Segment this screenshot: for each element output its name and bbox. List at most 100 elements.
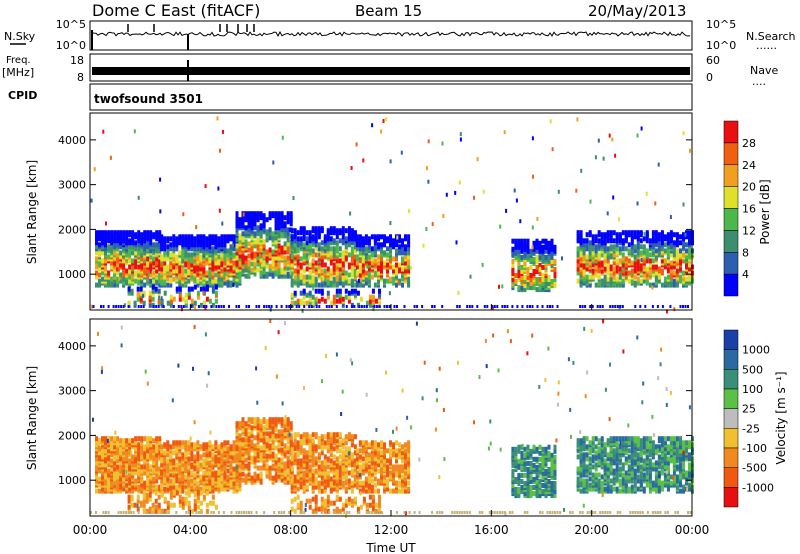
data-cell bbox=[280, 267, 284, 273]
ground-cell bbox=[157, 305, 160, 308]
scatter-cell bbox=[222, 129, 224, 134]
data-cell bbox=[113, 480, 117, 486]
data-cell bbox=[184, 238, 188, 244]
data-cell bbox=[271, 249, 275, 255]
scatter-cell bbox=[427, 179, 430, 184]
data-cell bbox=[373, 258, 377, 264]
data-cell bbox=[332, 486, 336, 492]
data-cell bbox=[163, 486, 167, 492]
data-cell bbox=[116, 474, 120, 480]
ground-cell bbox=[421, 305, 424, 308]
data-cell bbox=[116, 454, 120, 460]
data-cell bbox=[290, 300, 294, 306]
data-cell bbox=[591, 262, 595, 268]
data-cell bbox=[286, 455, 290, 461]
data-cell bbox=[140, 446, 144, 452]
data-cell bbox=[160, 462, 164, 468]
data-cell bbox=[520, 275, 524, 280]
scatter-cell bbox=[643, 231, 646, 236]
scatter-cell bbox=[602, 156, 605, 161]
data-cell bbox=[277, 441, 281, 447]
data-cell bbox=[398, 234, 401, 240]
data-cell bbox=[679, 274, 682, 280]
data-cell bbox=[175, 258, 179, 264]
data-cell bbox=[101, 486, 104, 492]
data-cell bbox=[612, 238, 616, 244]
data-cell bbox=[283, 273, 287, 279]
data-cell bbox=[389, 258, 392, 264]
data-cell bbox=[302, 254, 306, 260]
data-cell bbox=[344, 466, 348, 472]
ground-cell bbox=[456, 305, 459, 308]
data-cell bbox=[633, 254, 637, 260]
data-cell bbox=[244, 427, 248, 433]
data-cell bbox=[401, 266, 404, 272]
data-cell bbox=[594, 248, 598, 254]
data-cell bbox=[329, 476, 333, 482]
data-cell bbox=[541, 258, 545, 264]
data-cell bbox=[175, 254, 179, 260]
data-cell bbox=[338, 246, 342, 252]
data-cell bbox=[332, 252, 336, 258]
scatter-cell bbox=[142, 293, 145, 298]
data-cell bbox=[232, 238, 236, 244]
data-cell bbox=[286, 211, 290, 217]
data-cell bbox=[169, 464, 173, 470]
data-cell bbox=[594, 252, 598, 258]
data-cell bbox=[193, 236, 197, 242]
data-cell bbox=[338, 288, 342, 294]
data-cell bbox=[353, 444, 357, 450]
data-cell bbox=[341, 250, 345, 256]
data-cell bbox=[407, 276, 411, 282]
data-cell bbox=[268, 235, 272, 241]
data-cell bbox=[320, 282, 324, 288]
scatter-cell bbox=[382, 119, 385, 123]
data-cell bbox=[326, 438, 330, 444]
data-cell bbox=[280, 227, 284, 233]
data-cell bbox=[672, 270, 676, 276]
scatter-cell bbox=[594, 155, 597, 160]
data-cell bbox=[350, 246, 354, 252]
data-cell bbox=[615, 258, 619, 264]
data-cell bbox=[235, 437, 239, 443]
data-cell bbox=[326, 294, 330, 300]
data-cell bbox=[226, 474, 230, 480]
data-cell bbox=[669, 260, 673, 266]
data-cell bbox=[314, 468, 318, 474]
data-cell bbox=[395, 242, 398, 248]
data-cell bbox=[320, 434, 324, 440]
data-cell bbox=[538, 271, 542, 276]
ground-cell bbox=[584, 305, 587, 308]
data-cell bbox=[688, 246, 691, 252]
data-cell bbox=[184, 260, 188, 266]
data-cell bbox=[338, 432, 342, 438]
data-cell bbox=[166, 282, 170, 288]
data-cell bbox=[169, 246, 173, 252]
data-cell bbox=[350, 278, 354, 284]
data-cell bbox=[235, 243, 239, 249]
data-cell bbox=[271, 261, 275, 267]
data-cell bbox=[247, 211, 251, 217]
ground-cell bbox=[162, 305, 165, 308]
data-cell bbox=[172, 450, 176, 456]
data-cell bbox=[110, 260, 114, 266]
data-cell bbox=[642, 236, 646, 242]
data-cell bbox=[142, 300, 146, 306]
colorbar-tick: 20 bbox=[742, 181, 756, 194]
scatter-cell bbox=[531, 225, 534, 230]
ground-cell bbox=[483, 305, 486, 308]
ground-cell bbox=[581, 305, 584, 308]
data-cell bbox=[172, 276, 176, 282]
data-cell bbox=[250, 261, 254, 267]
data-cell bbox=[672, 248, 676, 254]
data-cell bbox=[358, 458, 362, 464]
data-cell bbox=[113, 456, 117, 462]
data-cell bbox=[143, 282, 147, 288]
data-cell bbox=[338, 252, 342, 258]
data-cell bbox=[268, 449, 272, 455]
data-cell bbox=[685, 262, 688, 268]
data-cell bbox=[588, 240, 592, 246]
data-cell bbox=[347, 432, 351, 438]
scatter-cell bbox=[482, 189, 485, 194]
data-cell bbox=[627, 248, 631, 254]
